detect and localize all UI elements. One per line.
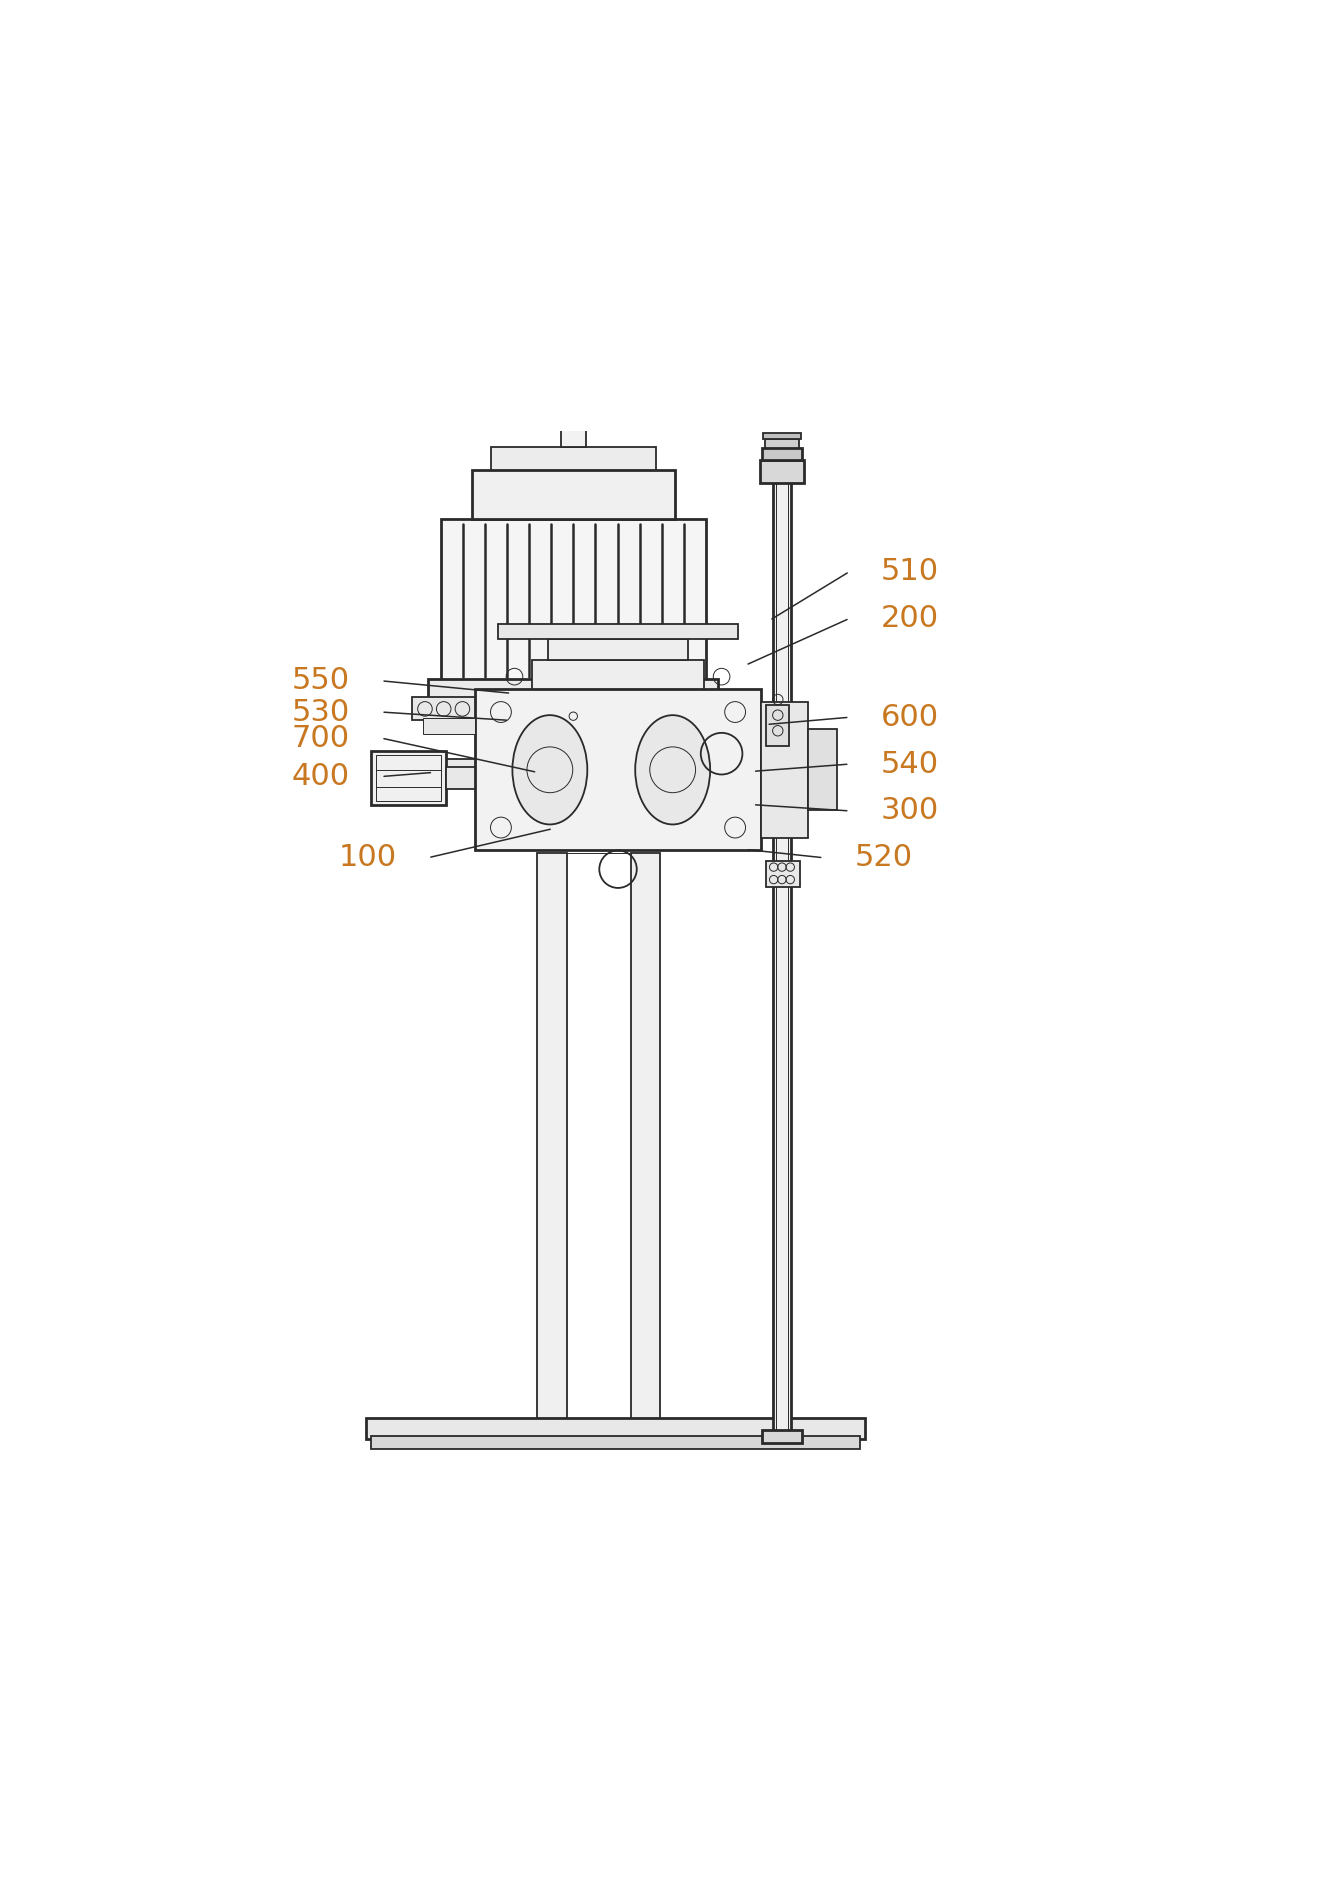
Bar [423,718,475,735]
Bar [428,678,719,712]
Bar [763,448,802,460]
Bar [763,433,800,439]
Bar [766,439,799,448]
Ellipse shape [513,716,587,825]
Bar [498,624,739,639]
Bar [365,1417,865,1439]
Bar [446,767,475,789]
Bar [441,520,706,680]
Bar [764,716,799,789]
Bar [631,853,661,1417]
Bar [432,710,714,725]
Bar [412,697,475,720]
Bar [772,473,791,1432]
Bar [552,757,594,789]
Bar [767,705,790,746]
Bar [475,690,761,850]
Bar [376,755,441,801]
Bar [371,752,446,804]
Text: 400: 400 [291,761,351,791]
Text: 520: 520 [855,844,913,872]
Bar [548,639,689,659]
Bar [548,725,598,757]
Text: 530: 530 [291,697,351,727]
Text: 700: 700 [291,723,351,752]
Bar [543,714,603,725]
Bar [371,1436,860,1449]
Text: 600: 600 [881,703,939,731]
Text: 510: 510 [881,558,939,586]
Bar [808,729,837,810]
Bar [760,460,804,482]
Bar [424,759,475,778]
Bar [471,469,674,520]
Bar [761,701,808,838]
Ellipse shape [635,716,710,825]
Text: 540: 540 [881,750,939,778]
Bar [532,659,704,690]
Bar [490,447,655,469]
Text: 200: 200 [881,605,939,633]
Bar [561,345,586,447]
Bar [412,754,427,784]
Text: 300: 300 [881,797,939,825]
Text: 100: 100 [338,844,398,872]
Text: 550: 550 [291,667,351,695]
Bar [763,1430,802,1443]
Bar [767,861,799,887]
Polygon shape [698,727,764,778]
Bar [537,853,567,1417]
Bar [698,727,764,778]
